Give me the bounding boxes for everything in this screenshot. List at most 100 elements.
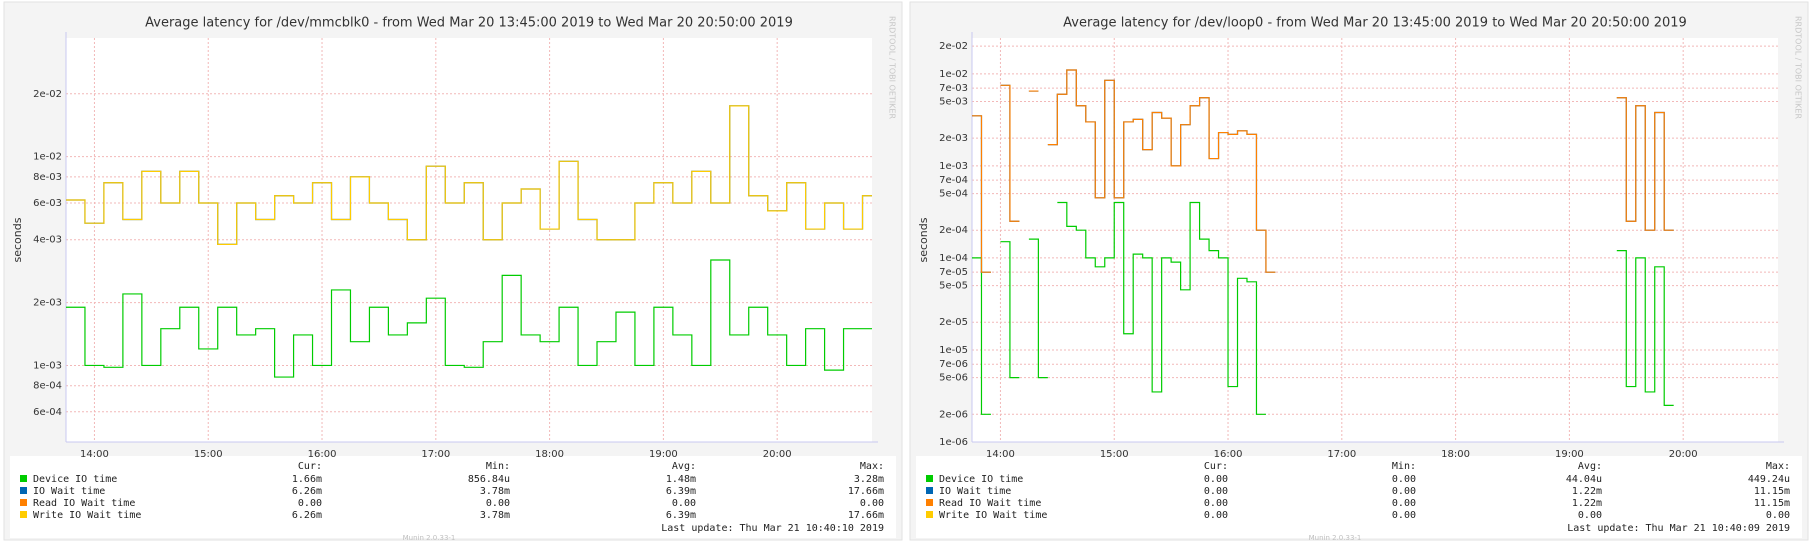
x-tick-label: 15:00 (194, 449, 223, 460)
legend-label: Write IO Wait time (33, 510, 141, 521)
legend-label: IO Wait time (939, 486, 1011, 497)
chart-title: Average latency for /dev/loop0 - from We… (1063, 16, 1687, 31)
y-tick-label: 5e-03 (939, 97, 968, 108)
legend-stat: 11.15m (1754, 498, 1790, 509)
x-tick-label: 15:00 (1100, 449, 1129, 460)
legend-stat: 1.22m (1572, 498, 1602, 509)
legend-header: Max: (1766, 461, 1790, 472)
footer: Munin 2.0.33-1 (1309, 534, 1362, 542)
legend-stat: 44.04u (1566, 474, 1602, 485)
legend-stat: 6.26m (292, 510, 322, 521)
side-text: RRDTOOL / TOBI OETIKER (888, 16, 897, 119)
y-tick-label: 1e-06 (939, 437, 968, 448)
legend-stat: 6.39m (666, 486, 696, 497)
legend-header: Cur: (298, 461, 322, 472)
y-tick-label: 5e-04 (939, 189, 968, 200)
legend-stat: 0.00 (1766, 510, 1790, 521)
legend-swatch (20, 511, 27, 518)
legend-header: Min: (486, 461, 510, 472)
legend-stat: 0.00 (1204, 486, 1228, 497)
y-tick-label: 7e-04 (939, 175, 968, 186)
legend-stat: 6.26m (292, 486, 322, 497)
y-tick-label: 8e-04 (33, 381, 62, 392)
legend-stat: 856.84u (468, 474, 510, 485)
legend-header: Avg: (1578, 461, 1602, 472)
y-axis-label: seconds (917, 217, 930, 262)
y-tick-label: 6e-03 (33, 198, 62, 209)
y-tick-label: 5e-05 (939, 281, 968, 292)
legend-stat: 0.00 (298, 498, 322, 509)
data-line (66, 259, 872, 378)
chart-title: Average latency for /dev/mmcblk0 - from … (145, 16, 793, 31)
x-tick-label: 20:00 (1669, 449, 1698, 460)
legend-stat: 0.00 (1392, 474, 1416, 485)
legend-stat: 1.48m (666, 474, 696, 485)
data-line (972, 201, 1674, 415)
chart-panel: Average latency for /dev/mmcblk0 - from … (3, 1, 903, 542)
legend-header: Avg: (672, 461, 696, 472)
legend-stat: 3.78m (480, 486, 510, 497)
y-tick-label: 2e-02 (33, 89, 62, 100)
legend-header: Min: (1392, 461, 1416, 472)
legend-stat: 0.00 (672, 498, 696, 509)
y-tick-label: 2e-05 (939, 317, 968, 328)
y-tick-label: 2e-03 (939, 133, 968, 144)
legend-stat: 0.00 (860, 498, 884, 509)
y-axis-label: seconds (11, 217, 24, 262)
legend-stat: 0.00 (1392, 498, 1416, 509)
legend-stat: 0.00 (1204, 510, 1228, 521)
legend-swatch (926, 499, 933, 506)
legend-area (916, 456, 1802, 538)
legend-stat: 3.28m (854, 474, 884, 485)
legend-swatch (20, 499, 27, 506)
y-tick-label: 1e-04 (939, 253, 968, 264)
legend-swatch (20, 487, 27, 494)
y-tick-label: 2e-03 (33, 298, 62, 309)
legend-label: IO Wait time (33, 486, 105, 497)
y-tick-label: 2e-02 (939, 41, 968, 52)
legend-header: Max: (860, 461, 884, 472)
legend-stat: 449.24u (1748, 474, 1790, 485)
legend-stat: 0.00 (1578, 510, 1602, 521)
y-tick-label: 1e-05 (939, 345, 968, 356)
x-tick-label: 19:00 (1555, 449, 1584, 460)
last-update: Last update: Thu Mar 21 10:40:09 2019 (1567, 523, 1790, 534)
legend-stat: 0.00 (1392, 510, 1416, 521)
legend-swatch (20, 475, 27, 482)
legend-label: Device IO time (939, 474, 1023, 485)
legend-swatch (926, 511, 933, 518)
y-tick-label: 1e-03 (939, 161, 968, 172)
legend-stat: 0.00 (1204, 498, 1228, 509)
y-tick-label: 2e-06 (939, 409, 968, 420)
y-tick-label: 2e-04 (939, 225, 968, 236)
last-update: Last update: Thu Mar 21 10:40:10 2019 (661, 523, 884, 534)
x-tick-label: 16:00 (308, 449, 337, 460)
y-tick-label: 7e-03 (939, 83, 968, 94)
legend-stat: 17.66m (848, 510, 884, 521)
x-tick-label: 16:00 (1214, 449, 1243, 460)
y-tick-label: 6e-04 (33, 407, 62, 418)
x-tick-label: 18:00 (535, 449, 564, 460)
legend-stat: 0.00 (1392, 486, 1416, 497)
x-tick-label: 19:00 (649, 449, 678, 460)
legend-header: Cur: (1204, 461, 1228, 472)
x-tick-label: 17:00 (1327, 449, 1356, 460)
y-tick-label: 4e-03 (33, 235, 62, 246)
legend-swatch (926, 475, 933, 482)
x-tick-label: 17:00 (421, 449, 450, 460)
x-tick-label: 18:00 (1441, 449, 1470, 460)
y-tick-label: 7e-05 (939, 267, 968, 278)
legend-stat: 17.66m (848, 486, 884, 497)
y-tick-label: 1e-02 (33, 152, 62, 163)
x-tick-label: 20:00 (763, 449, 792, 460)
y-tick-label: 1e-02 (939, 69, 968, 80)
legend-label: Read IO Wait time (939, 498, 1041, 509)
chart-panel: Average latency for /dev/loop0 - from We… (909, 1, 1809, 542)
footer: Munin 2.0.33-1 (403, 534, 456, 542)
y-tick-label: 7e-06 (939, 359, 968, 370)
legend-stat: 1.22m (1572, 486, 1602, 497)
data-line (66, 105, 872, 245)
y-tick-label: 1e-03 (33, 360, 62, 371)
